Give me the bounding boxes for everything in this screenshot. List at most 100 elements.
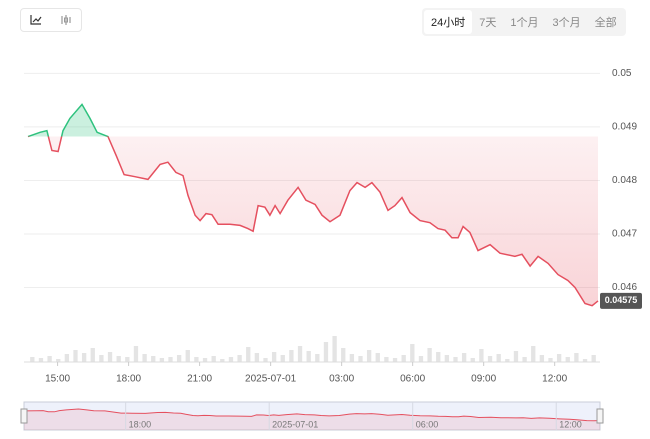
volume-bar <box>246 347 251 362</box>
navigator-line <box>23 408 601 422</box>
volume-bar <box>168 357 173 362</box>
navigator-tick-label: 06:00 <box>416 419 439 429</box>
volume-bar <box>38 358 44 362</box>
chart-mode-toggle <box>20 8 82 32</box>
x-tick-label: 03:00 <box>329 374 354 385</box>
volume-bar <box>151 356 156 362</box>
x-tick-label: 09:00 <box>471 374 496 385</box>
x-tick-label: 12:00 <box>542 374 567 385</box>
volume-bar <box>375 353 380 362</box>
volume-bar <box>358 356 363 362</box>
volume-bar <box>556 354 562 362</box>
volume-bar <box>116 356 121 362</box>
volume-bar <box>487 356 493 362</box>
volume-bar <box>73 350 78 362</box>
icon <box>30 15 42 25</box>
volume-bar <box>271 352 277 362</box>
volume-bar <box>418 356 424 362</box>
volume-bar <box>90 348 95 362</box>
volume-bar <box>453 357 458 362</box>
volume-bar <box>107 352 113 362</box>
volume-bar <box>64 354 70 362</box>
volume-bar <box>185 350 190 362</box>
volume-bar <box>496 354 501 362</box>
navigator-handle[interactable] <box>596 408 604 424</box>
volume-bar <box>133 346 139 362</box>
volume-bar <box>125 357 130 362</box>
navigator-tick-label: 12:00 <box>559 419 582 429</box>
volume-bar <box>522 357 527 362</box>
y-tick-label: 0.046 <box>612 282 637 293</box>
volume-bar <box>332 336 337 362</box>
range-button[interactable]: 1个月 <box>510 17 539 29</box>
volume-bar <box>392 358 398 362</box>
volume-bar <box>237 355 242 362</box>
navigator-area <box>24 409 600 430</box>
y-tick-label: 0.049 <box>612 122 637 133</box>
navigator-handle[interactable] <box>20 408 28 424</box>
volume-bar <box>306 351 311 362</box>
volume-bar <box>99 355 104 362</box>
x-tick-label: 18:00 <box>116 374 141 385</box>
line-mode-icon[interactable] <box>21 9 51 31</box>
y-tick-label: 0.05 <box>612 68 632 79</box>
volume-bar <box>263 358 268 362</box>
volume-bar <box>315 354 320 362</box>
volume-bar <box>479 349 484 362</box>
volume-bar <box>142 354 147 362</box>
range-button[interactable]: 3个月 <box>552 17 581 29</box>
volume-bar <box>194 357 199 362</box>
range-button[interactable]: 24小时 <box>424 10 473 34</box>
volume-bar <box>565 357 570 362</box>
volume-bar <box>539 355 545 362</box>
volume-bar <box>582 359 588 362</box>
volume-bar <box>159 358 165 362</box>
price-line <box>27 136 599 307</box>
volume-bar <box>470 358 475 362</box>
volume-bar <box>202 358 208 362</box>
volume-bar <box>574 353 579 362</box>
volume-bar <box>323 342 329 362</box>
volume-bar <box>505 359 510 362</box>
x-tick-label: 21:00 <box>187 374 212 385</box>
navigator-tick-label: 18:00 <box>129 419 152 429</box>
area-up <box>28 104 598 137</box>
volume-bar <box>384 357 389 362</box>
volume-bar <box>81 353 87 362</box>
volume-bar <box>591 355 596 362</box>
volume-bar <box>410 344 415 362</box>
volume-bar <box>366 350 372 362</box>
volume-bar <box>254 353 260 362</box>
area-down <box>28 136 598 306</box>
volume-bar <box>341 348 346 362</box>
volume-bar <box>297 346 303 362</box>
navigator-tick-label: 2025-07-01 <box>272 419 318 429</box>
volume-bar <box>444 355 450 362</box>
range-button[interactable]: 全部 <box>594 17 617 29</box>
icon <box>61 15 71 25</box>
x-tick-label: 2025-07-01 <box>245 374 297 385</box>
range-selector: 24小时 7天 1个月 3个月 全部 <box>422 8 626 36</box>
volume-bar <box>548 358 553 362</box>
x-tick-label: 15:00 <box>45 374 70 385</box>
volume-bar <box>211 356 216 362</box>
volume-bar <box>401 355 406 362</box>
y-tick-label: 0.048 <box>612 175 637 186</box>
volume-bar <box>461 353 467 362</box>
volume-bar <box>289 350 294 362</box>
volume-bar <box>280 355 285 362</box>
volume-bar <box>176 355 182 362</box>
volume-bar <box>531 346 536 362</box>
volume-bar <box>30 357 35 362</box>
volume-bar <box>228 357 234 362</box>
candle-mode-icon[interactable] <box>51 9 81 31</box>
volume-bar <box>436 352 441 362</box>
volume-bar <box>427 348 432 362</box>
volume-bar <box>47 356 52 362</box>
range-button[interactable]: 7天 <box>479 17 497 29</box>
x-tick-label: 06:00 <box>400 374 425 385</box>
volume-bar <box>220 359 225 362</box>
last-value-label: 0.04575 <box>605 295 638 305</box>
